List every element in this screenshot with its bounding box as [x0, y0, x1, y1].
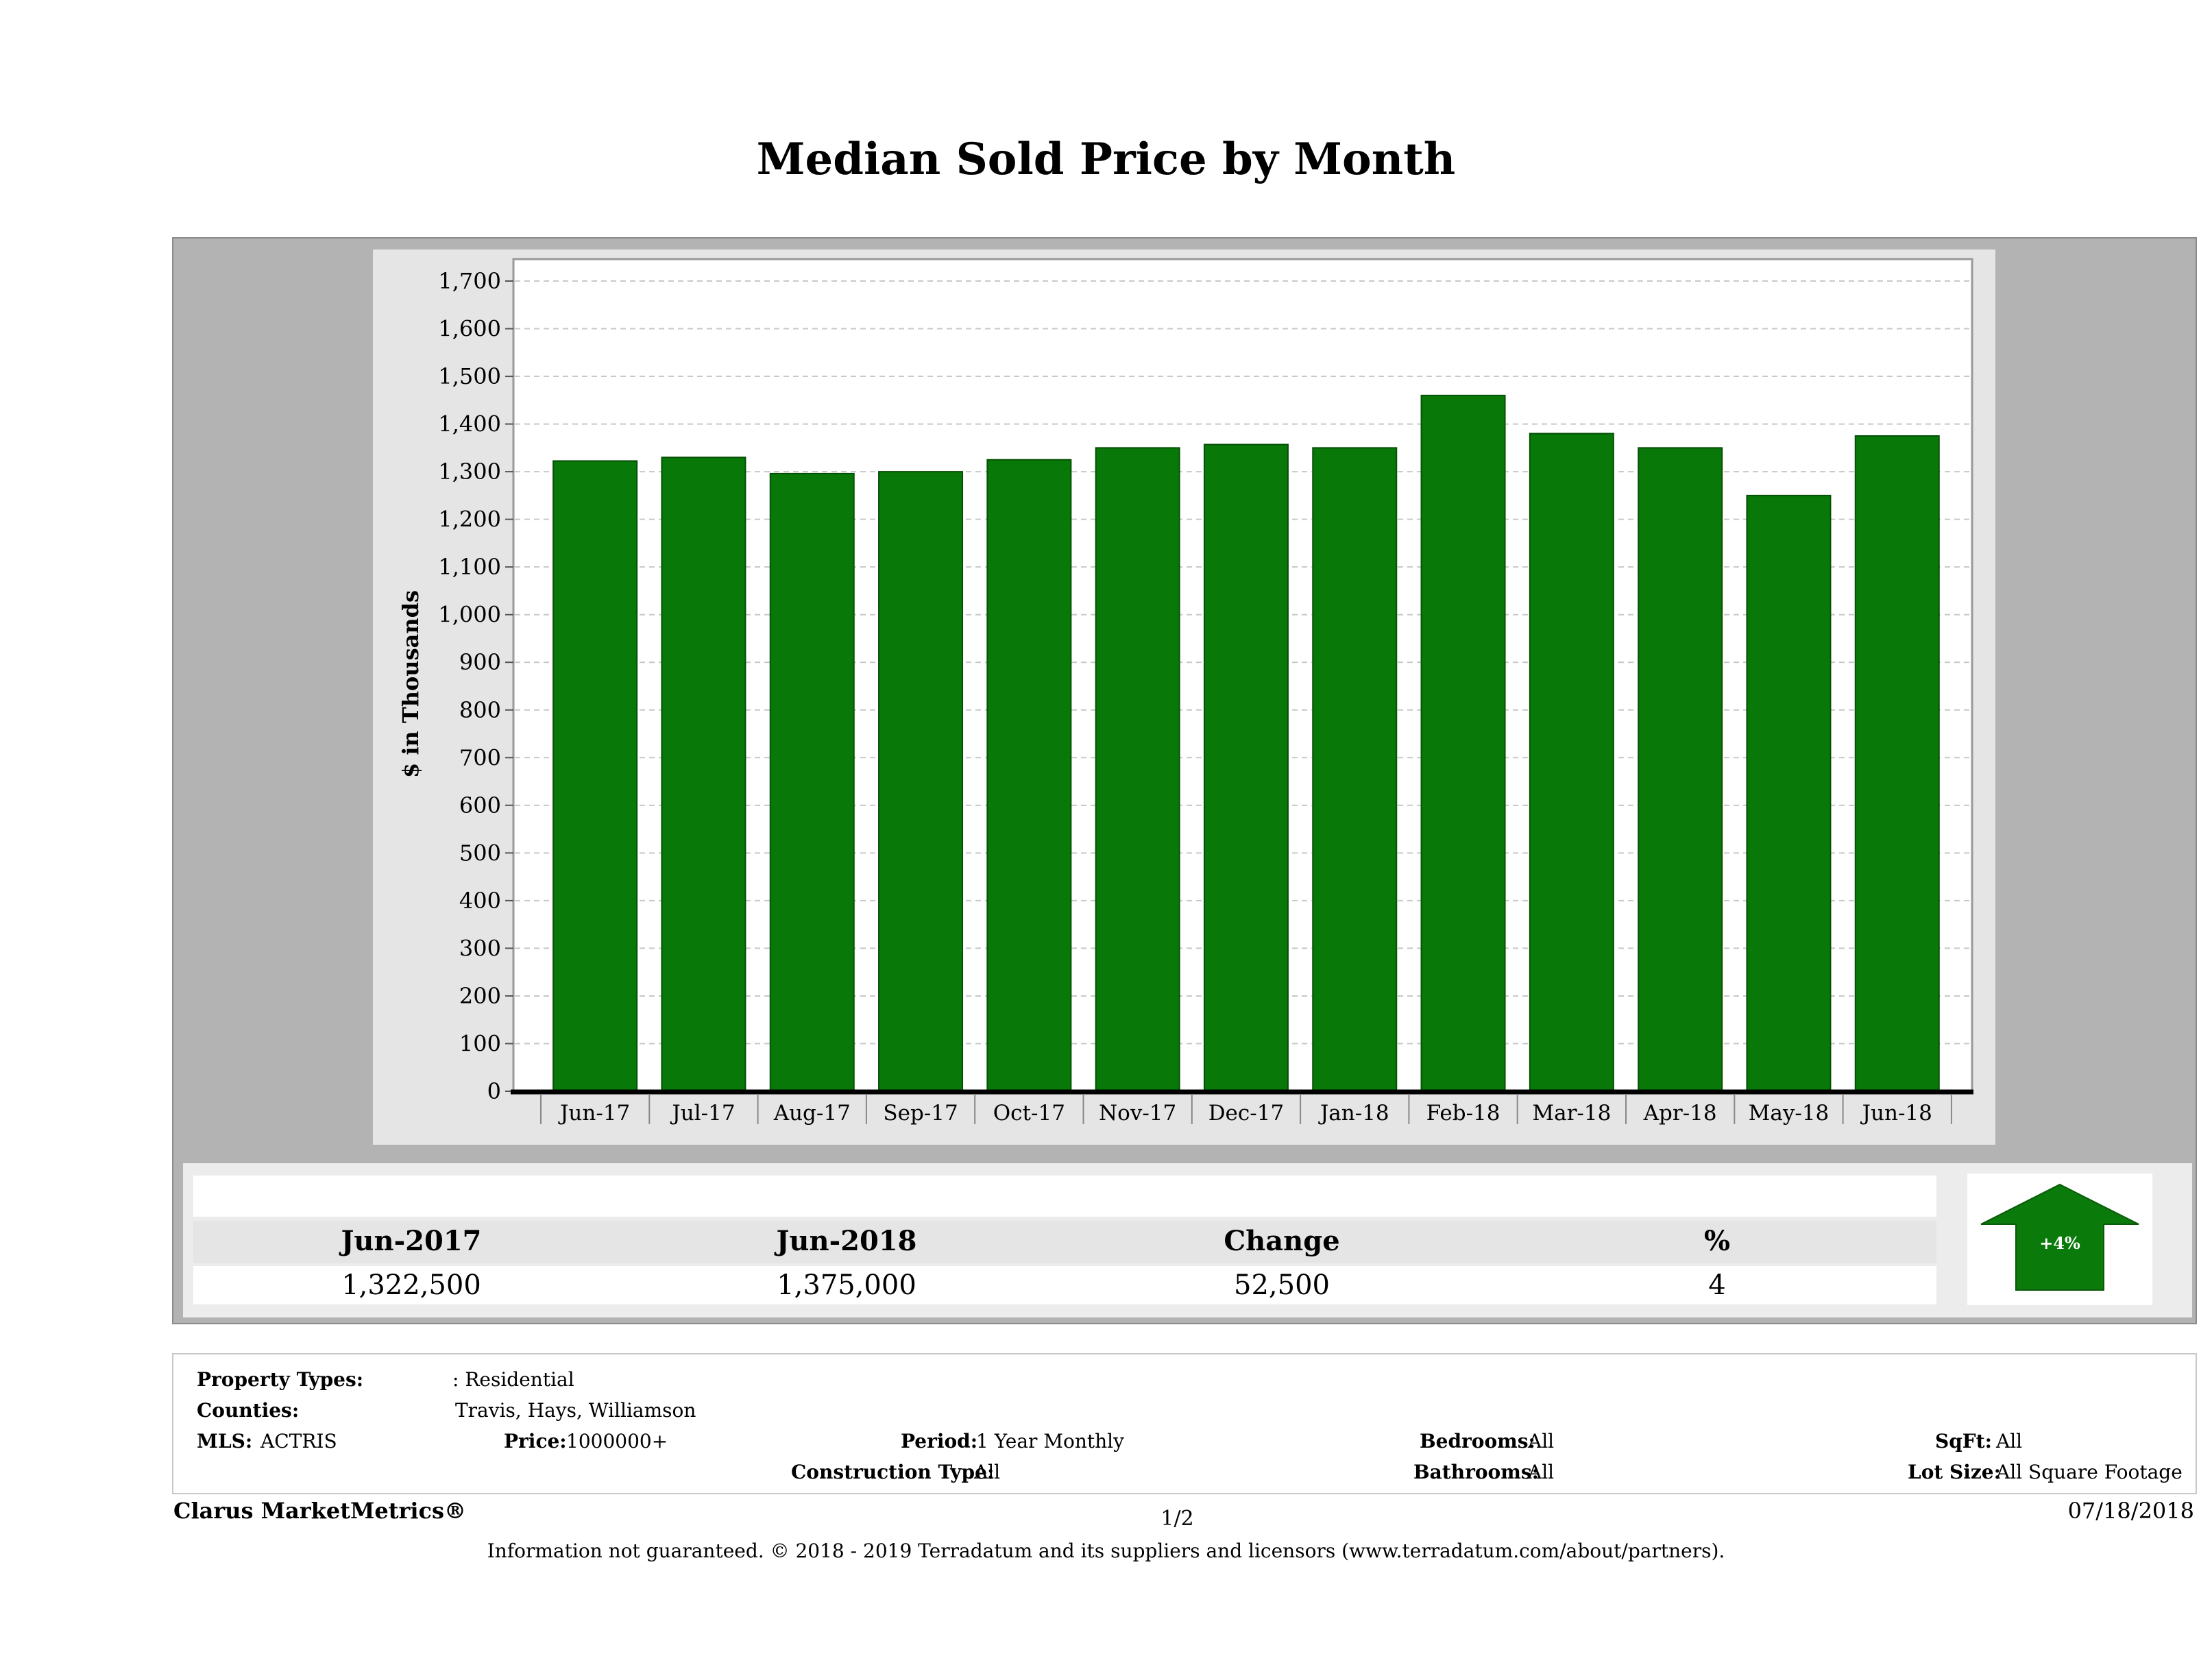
x-tick-label: Jan-18 [1318, 1101, 1389, 1126]
y-tick-label: 1,000 [438, 602, 501, 628]
change-badge: +4% [1967, 1174, 2152, 1305]
report-date: 07/18/2018 [2067, 1498, 2194, 1524]
summary-value-row: 1,322,500 1,375,000 52,500 4 [193, 1266, 1936, 1304]
brand-name: Clarus MarketMetrics® [173, 1498, 467, 1524]
lot-size-value: All Square Footage [1996, 1461, 2183, 1483]
x-tick-label: Jul-17 [670, 1101, 735, 1126]
y-axis-label: $ in Thousands [398, 590, 424, 778]
period-label: Period: [901, 1430, 978, 1452]
chart-area: 0 100 200 300 400 500 600 700 800 900 1,000 1,100 1,… [373, 250, 1995, 1145]
up-arrow-icon [1980, 1183, 2139, 1291]
counties-value: Travis, Hays, Williamson [455, 1399, 696, 1422]
bedrooms-label: Bedrooms: [1420, 1430, 1535, 1452]
summary-box: Jun-2017 Jun-2018 Change % 1,322,500 1,3… [183, 1163, 2192, 1317]
y-tick-label: 400 [459, 888, 501, 914]
price-value: 1000000+ [566, 1430, 668, 1452]
y-tick-label: 1,200 [438, 507, 501, 533]
summary-value-change: 52,500 [1234, 1269, 1330, 1301]
mls-value: ACTRIS [260, 1430, 337, 1452]
y-tick-label: 500 [459, 840, 501, 866]
y-tick-label: 600 [459, 792, 501, 818]
summary-header-percent: % [1703, 1225, 1730, 1257]
x-tick-label: Jun-18 [1860, 1101, 1932, 1126]
property-types-label: Property Types: [197, 1368, 364, 1391]
bar [1203, 443, 1289, 1092]
summary-header-end: Jun-2018 [776, 1225, 917, 1257]
bathrooms-value: All [1528, 1461, 1555, 1483]
y-tick-label: 700 [459, 744, 501, 770]
y-tick-label: 800 [459, 697, 501, 723]
x-tick-label: Apr-18 [1643, 1101, 1717, 1126]
y-tick-label: 1,600 [438, 316, 501, 342]
y-tick-label: 1,400 [438, 411, 501, 437]
bar [661, 457, 746, 1092]
disclaimer: Information not guaranteed. © 2018 - 201… [487, 1540, 1725, 1562]
bar [1529, 433, 1614, 1092]
lot-size-label: Lot Size: [1908, 1461, 2001, 1483]
summary-value-start: 1,322,500 [341, 1269, 481, 1301]
criteria-box: Property Types: : Residential Counties: … [172, 1353, 2197, 1494]
mls-label: MLS: [197, 1430, 253, 1452]
y-tick-label: 1,100 [438, 554, 501, 580]
bar [1095, 447, 1180, 1092]
x-tick-label: Mar-18 [1532, 1101, 1611, 1126]
period-value: 1 Year Monthly [976, 1430, 1124, 1452]
x-tick-label: Dec-17 [1208, 1101, 1284, 1126]
bar [769, 472, 855, 1093]
bar-chart: 0 100 200 300 400 500 600 700 800 900 1,000 1,100 1,… [398, 258, 1973, 1126]
page-number: 1/2 [1160, 1507, 1194, 1531]
x-tick-label: Aug-17 [773, 1101, 851, 1126]
x-tick-label: Sep-17 [883, 1101, 958, 1126]
summary-header-start: Jun-2017 [341, 1225, 482, 1257]
summary-header-row: Jun-2017 Jun-2018 Change % [193, 1221, 1936, 1263]
construction-type-value: All [974, 1461, 1001, 1483]
bar [1854, 435, 1940, 1092]
page-title: Median Sold Price by Month [756, 134, 1456, 185]
y-tick-label: 1,700 [438, 268, 501, 294]
y-tick-label: 200 [459, 983, 501, 1009]
y-tick-label: 300 [459, 935, 501, 961]
bar [1638, 447, 1723, 1092]
sqft-value: All [1996, 1430, 2023, 1452]
bar [1746, 494, 1832, 1093]
y-tick-label: 1,500 [438, 363, 501, 389]
bathrooms-label: Bathrooms: [1413, 1461, 1539, 1483]
summary-value-percent: 4 [1708, 1269, 1726, 1301]
change-badge-label: +4% [2039, 1233, 2080, 1253]
y-tick-label: 100 [459, 1030, 501, 1056]
bar [986, 459, 1072, 1092]
price-label: Price: [504, 1430, 567, 1452]
y-tick-label: 1,300 [438, 459, 501, 485]
bar [1312, 447, 1398, 1092]
y-tick-label: 900 [459, 649, 501, 675]
x-tick-label: Oct-17 [993, 1101, 1065, 1126]
bar [878, 471, 964, 1092]
property-types-value: : Residential [452, 1368, 574, 1391]
sqft-label: SqFt: [1935, 1430, 1992, 1452]
x-tick-label: Feb-18 [1426, 1101, 1500, 1126]
summary-value-end: 1,375,000 [777, 1269, 916, 1301]
y-tick-label: 0 [487, 1078, 501, 1104]
summary-blank-row [193, 1176, 1936, 1217]
x-tick-label: May-18 [1749, 1101, 1830, 1126]
x-tick-label: Jun-17 [558, 1101, 630, 1126]
x-tick-label: Nov-17 [1099, 1101, 1176, 1126]
counties-label: Counties: [197, 1399, 300, 1422]
construction-type-label: Construction Type: [791, 1461, 995, 1483]
bedrooms-value: All [1528, 1430, 1555, 1452]
bar [552, 460, 638, 1093]
summary-header-change: Change [1224, 1225, 1340, 1257]
bar [1420, 394, 1506, 1092]
